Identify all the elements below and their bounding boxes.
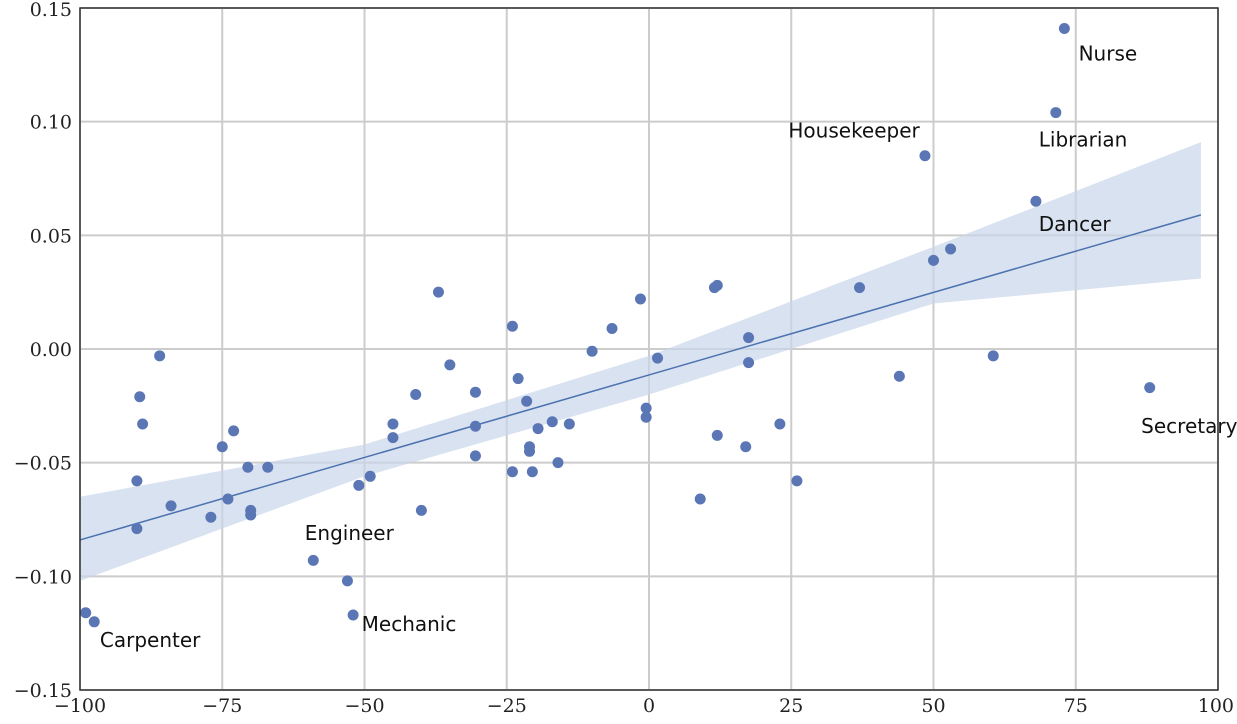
point-annotations: Nurse Librarian Housekeeper Dancer Secretary… <box>100 41 1237 652</box>
data-point <box>469 420 481 432</box>
point-label: Secretary <box>1141 414 1237 438</box>
data-point <box>205 511 217 523</box>
data-point <box>552 457 564 469</box>
data-point <box>387 432 399 444</box>
data-point <box>532 423 544 435</box>
data-point <box>216 441 228 453</box>
data-point <box>652 352 664 364</box>
y-tick-label: 0.15 <box>30 0 72 21</box>
data-point <box>1144 382 1156 394</box>
data-point <box>1058 22 1070 34</box>
data-point <box>1030 195 1042 207</box>
data-point <box>432 286 444 298</box>
point-label: Mechanic <box>362 612 457 636</box>
plot-frame <box>79 7 1219 691</box>
data-point <box>444 359 456 371</box>
data-point <box>469 386 481 398</box>
x-tick-labels: −100 −75 −50 −25 0 25 50 75 100 <box>54 695 1234 717</box>
data-point <box>80 607 92 619</box>
data-point <box>640 402 652 414</box>
y-tick-label: −0.15 <box>14 680 72 702</box>
x-tick-label: 0 <box>643 695 655 717</box>
data-point <box>242 461 254 473</box>
point-label: Librarian <box>1039 128 1128 152</box>
data-point <box>774 418 786 430</box>
data-point <box>945 243 957 255</box>
data-point <box>640 411 652 423</box>
data-point <box>410 388 422 400</box>
data-point <box>521 395 533 407</box>
y-tick-labels: −0.15 −0.10 −0.05 0.00 0.05 0.10 0.15 <box>14 0 72 702</box>
confidence-band <box>80 142 1201 581</box>
data-point <box>347 609 359 621</box>
y-tick-label: 0.05 <box>30 225 72 247</box>
x-tick-label: 100 <box>1198 695 1234 717</box>
data-point <box>262 461 274 473</box>
x-tick-label: 25 <box>779 695 803 717</box>
data-point <box>131 475 143 487</box>
data-point <box>165 500 177 512</box>
point-label: Housekeeper <box>788 119 920 143</box>
data-point <box>711 279 723 291</box>
point-label: Nurse <box>1079 41 1138 65</box>
data-point <box>791 475 803 487</box>
data-point <box>506 466 518 478</box>
y-tick-label: −0.10 <box>14 566 72 588</box>
data-point <box>524 445 536 457</box>
data-point <box>743 357 755 369</box>
y-tick-label: 0.00 <box>30 339 72 361</box>
x-tick-label: −25 <box>487 695 527 717</box>
data-point <box>1050 107 1062 119</box>
data-point <box>415 504 427 516</box>
data-point <box>606 323 618 335</box>
y-tick-label: −0.05 <box>14 453 72 475</box>
data-point <box>131 523 143 535</box>
data-points <box>80 22 1156 628</box>
y-tick-label: 0.10 <box>30 112 72 134</box>
data-point <box>134 391 146 403</box>
regression-line <box>79 214 1202 541</box>
data-point <box>586 345 598 357</box>
data-point <box>228 425 240 437</box>
data-point <box>711 429 723 441</box>
point-label: Engineer <box>305 521 395 545</box>
x-tick-label: 50 <box>921 695 945 717</box>
data-point <box>364 470 376 482</box>
data-point <box>154 350 166 362</box>
data-point <box>341 575 353 587</box>
data-point <box>634 293 646 305</box>
data-point <box>307 554 319 566</box>
data-point <box>743 332 755 344</box>
data-point <box>919 150 931 162</box>
data-point <box>387 418 399 430</box>
data-point <box>469 450 481 462</box>
data-point <box>987 350 999 362</box>
x-tick-label: 75 <box>1064 695 1088 717</box>
x-tick-label: −100 <box>54 695 106 717</box>
x-tick-label: −50 <box>344 695 384 717</box>
data-point <box>694 493 706 505</box>
data-point <box>512 373 524 385</box>
data-point <box>222 493 234 505</box>
data-point <box>740 441 752 453</box>
data-point <box>506 320 518 332</box>
data-point <box>546 416 558 428</box>
data-point <box>137 418 149 430</box>
data-point <box>893 370 905 382</box>
data-point <box>563 418 575 430</box>
grid-lines <box>79 7 1219 691</box>
data-point <box>526 466 538 478</box>
data-point <box>245 504 257 516</box>
x-tick-label: −75 <box>202 695 242 717</box>
point-label: Carpenter <box>100 628 201 652</box>
data-point <box>353 479 365 491</box>
data-point <box>928 254 939 266</box>
point-label: Dancer <box>1039 212 1112 236</box>
data-point <box>88 616 100 628</box>
data-point <box>854 282 866 294</box>
